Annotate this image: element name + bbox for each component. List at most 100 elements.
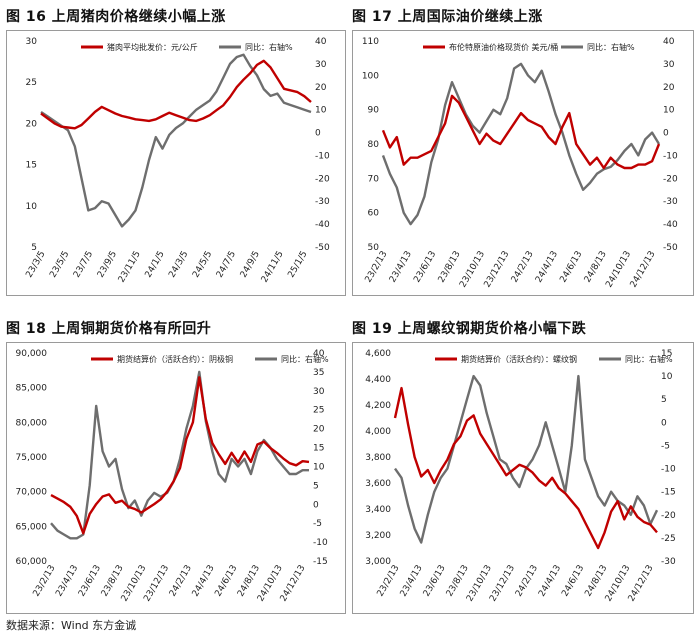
x-tick: 23/4/13: [388, 250, 414, 285]
y-tick-right: 30: [315, 60, 327, 70]
y-tick-right: -50: [663, 243, 678, 253]
y-tick-left: 70: [368, 174, 380, 184]
y-tick-right: -20: [315, 174, 330, 184]
x-tick: 24/12/13: [629, 250, 658, 290]
y-tick-right: -20: [661, 511, 676, 521]
y-tick-left: 3,600: [365, 479, 391, 489]
y-tick-left: 85,000: [16, 384, 48, 394]
x-tick: 24/11/5: [260, 250, 286, 285]
y-tick-right: 10: [661, 372, 673, 382]
y-tick-right: 0: [663, 129, 669, 139]
chart-title: 图 18 上周铜期货价格有所回升: [6, 321, 212, 337]
y-tick-left: 90: [368, 106, 380, 116]
oil-price-chart: 50 60 70 80 90 100 110 -50 -40 -30 -20 -10 0 10 20 30 40…: [362, 37, 678, 290]
x-tick: 24/2/13: [510, 250, 536, 285]
x-tick: 24/4/13: [534, 250, 560, 285]
x-tick: 24/7/5: [215, 250, 238, 280]
y-tick-left: 90,000: [16, 349, 48, 359]
y-tick-right: -15: [313, 557, 328, 567]
y-tick-right: -10: [313, 538, 328, 548]
x-tick: 24/5/5: [191, 250, 214, 280]
legend: 布伦特原油价格现货价 美元/桶 同比：右轴%: [423, 42, 635, 52]
y-tick-left: 30: [26, 37, 38, 47]
y-tick-left: 75,000: [16, 453, 48, 463]
y-tick-left: 10: [26, 202, 38, 212]
series-line-yoy: [381, 62, 661, 226]
series-line-price: [50, 376, 310, 535]
y-tick-right: 10: [315, 106, 327, 116]
y-tick-right: 15: [661, 349, 672, 359]
chart-panel-copper: 图 18 上周铜期货价格有所回升 60,000 65,000 70,000 75,00…: [6, 318, 346, 614]
y-tick-left: 70,000: [16, 488, 48, 498]
y-tick-right: -30: [663, 197, 678, 207]
x-tick: 23/6/13: [412, 250, 438, 285]
chart-frame: 50 60 70 80 90 100 110 -50 -40 -30 -20 -10 0 10 20 30 40…: [352, 30, 694, 296]
y-tick-right: 35: [313, 368, 324, 378]
y-tick-right: 40: [663, 37, 675, 47]
legend: 猪肉平均批发价：元/公斤 同比：右轴%: [81, 42, 293, 52]
y-tick-right: -15: [661, 488, 676, 498]
chart-frame: 5 10 15 20 25 30 -50 -40 -30 -20 -10 0 10 20 30 40 23/3/…: [6, 30, 346, 296]
series-line-price: [40, 59, 312, 130]
x-tick: 23/5/5: [48, 250, 71, 280]
y-tick-right: -30: [661, 557, 676, 567]
x-tick: 23/3/5: [24, 250, 47, 280]
x-tick: 23/11/5: [117, 250, 143, 285]
y-tick-right: 20: [313, 425, 325, 435]
y-tick-left: 3,200: [365, 531, 391, 541]
y-tick-right: 40: [315, 37, 327, 47]
legend: 期货结算价（活跃合约）：阴极铜 同比：右轴%: [91, 354, 329, 364]
y-tick-left: 100: [362, 71, 379, 81]
y-tick-right: 0: [313, 500, 319, 510]
x-tick: 25/1/5: [286, 250, 309, 280]
x-tick: 24/1/5: [144, 250, 167, 280]
y-tick-right: -30: [315, 197, 330, 207]
y-tick-left: 4,200: [365, 401, 391, 411]
chart-panel-oil: 图 17 上周国际油价继续上涨 50 60 70 80 90 100 110 -50 -40 -3…: [352, 6, 694, 296]
chart-frame: 3,000 3,200 3,400 3,600 3,800 4,000 4,200 4,400…: [352, 342, 694, 614]
y-tick-left: 65,000: [16, 522, 48, 532]
legend-label: 同比：右轴%: [625, 354, 673, 364]
y-tick-right: 10: [663, 106, 675, 116]
y-tick-left: 3,400: [365, 505, 391, 515]
y-tick-right: 10: [313, 462, 325, 472]
rebar-price-chart: 3,000 3,200 3,400 3,600 3,800 4,000 4,200 4,400…: [365, 349, 676, 604]
legend-label: 同比：右轴%: [281, 354, 329, 364]
x-tick: 23/2/13: [364, 250, 390, 285]
series-line-yoy: [394, 374, 659, 544]
y-tick-right: 20: [315, 83, 327, 93]
data-source-note: 数据来源：Wind 东方金诚: [6, 619, 137, 632]
y-tick-left: 80,000: [16, 418, 48, 428]
y-tick-left: 4,400: [365, 375, 391, 385]
x-tick: 23/8/13: [437, 250, 463, 285]
y-tick-right: -40: [315, 220, 330, 230]
y-tick-right: -10: [315, 151, 330, 161]
y-tick-right: -10: [661, 465, 676, 475]
legend-label: 期货结算价（活跃合约）：螺纹钢: [461, 354, 577, 364]
pork-price-chart: 5 10 15 20 25 30 -50 -40 -30 -20 -10 0 10 20 30 40 23/3/…: [24, 37, 330, 285]
y-tick-left: 20: [26, 119, 38, 129]
series-line-yoy: [40, 53, 312, 228]
legend-label: 猪肉平均批发价：元/公斤: [107, 42, 198, 52]
y-tick-left: 80: [368, 140, 380, 150]
legend-label: 布伦特原油价格现货价 美元/桶: [449, 42, 558, 52]
x-tick: 23/9/5: [96, 250, 119, 280]
chart-panel-rebar: 图 19 上周螺纹钢期货价格小幅下跌 3,000 3,200 3,400 3,600 3…: [352, 318, 694, 614]
y-tick-left: 15: [26, 161, 37, 171]
chart-title: 图 17 上周国际油价继续上涨: [352, 9, 543, 25]
chart-panel-pork: 图 16 上周猪肉价格继续小幅上涨 5 10 15 20 25 30 -50 -40 -30 -2…: [6, 6, 346, 296]
x-tick: 24/8/13: [583, 249, 609, 284]
y-tick-left: 3,000: [365, 557, 391, 567]
x-tick: 24/9/5: [239, 250, 262, 280]
x-tick: 24/6/13: [558, 250, 584, 285]
y-tick-right: 5: [661, 395, 667, 405]
y-tick-right: 5: [313, 481, 319, 491]
y-tick-right: 40: [313, 349, 325, 359]
y-tick-left: 110: [362, 37, 379, 47]
y-tick-left: 3,800: [365, 453, 391, 463]
y-tick-right: 30: [313, 387, 325, 397]
copper-price-chart: 60,000 65,000 70,000 75,000 80,000 85,000 90,0…: [16, 349, 329, 604]
series-line-price: [393, 386, 658, 550]
y-tick-right: 30: [663, 60, 675, 70]
chart-frame: 60,000 65,000 70,000 75,000 80,000 85,000 90,0…: [6, 342, 346, 614]
